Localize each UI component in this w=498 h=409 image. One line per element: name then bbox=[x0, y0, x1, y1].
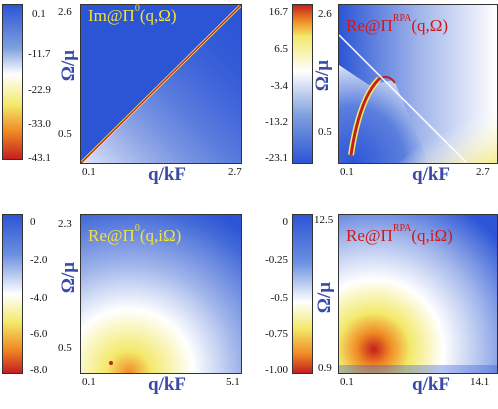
xtick-tl-right: 2.7 bbox=[228, 166, 242, 178]
ytick-tr-top: 2.6 bbox=[318, 8, 332, 20]
xlabel-bottom-left: q/kF bbox=[148, 374, 187, 395]
cb-br-tick-0: 0 bbox=[282, 216, 289, 228]
title-tr-sup: RPA bbox=[392, 13, 412, 24]
heatmap-top-left bbox=[80, 4, 242, 164]
title-bl-sup: 0 bbox=[134, 223, 140, 234]
cb-tl-tick-1: -11.7 bbox=[28, 48, 51, 60]
ylabel-bottom-left: Ω/μ bbox=[58, 262, 79, 294]
ytick-br-bottom: 0.9 bbox=[318, 362, 332, 374]
ylabel-bottom-right: Ω/μ bbox=[314, 282, 335, 314]
xtick-br-right: 14.1 bbox=[470, 376, 490, 388]
xtick-bl-right: 5.1 bbox=[226, 376, 240, 388]
xtick-tr-right: 2.7 bbox=[476, 166, 490, 178]
title-bottom-left: Re@Π0(q,iΩ) bbox=[88, 223, 182, 246]
cb-tl-tick-4: -43.1 bbox=[28, 152, 51, 164]
xtick-br-left: 0.1 bbox=[340, 376, 354, 388]
ytick-bl-bottom: 0.5 bbox=[58, 342, 72, 354]
colorbar-top-right bbox=[292, 4, 313, 164]
ytick-tl-top: 2.6 bbox=[58, 6, 72, 18]
cb-bl-tick-2: -4.0 bbox=[30, 292, 48, 304]
title-br-main: Re@Π bbox=[346, 226, 393, 245]
ytick-bl-top: 2.3 bbox=[58, 218, 72, 230]
cb-bl-tick-4: -8.0 bbox=[30, 364, 48, 376]
cb-br-tick-1: -0.25 bbox=[265, 254, 288, 266]
cb-bl-tick-1: -2.0 bbox=[30, 254, 48, 266]
cb-bl-tick-3: -6.0 bbox=[30, 328, 48, 340]
title-tl-main: Im@Π bbox=[88, 6, 135, 25]
heatmap-bottom-right bbox=[338, 214, 498, 374]
cb-tr-tick-2: -3.4 bbox=[270, 80, 288, 92]
cb-bl-tick-0: 0 bbox=[30, 216, 36, 228]
title-bl-args: (q,iΩ) bbox=[139, 226, 182, 245]
heatmap-top-right bbox=[338, 4, 498, 164]
title-tl-sup: 0 bbox=[134, 3, 140, 14]
xlabel-top-left: q/kF bbox=[148, 164, 187, 185]
colorbar-bottom-left bbox=[2, 214, 23, 374]
colorbar-top-left bbox=[2, 4, 23, 160]
title-tr-args: (q,Ω) bbox=[411, 16, 449, 35]
title-top-left: Im@Π0(q,Ω) bbox=[88, 3, 177, 26]
cb-tr-tick-4: -23.1 bbox=[265, 152, 288, 164]
cb-br-tick-2: -0.5 bbox=[270, 292, 288, 304]
cb-br-tick-4: -1.00 bbox=[265, 364, 288, 376]
heatmap-bottom-left bbox=[80, 214, 242, 374]
cb-tl-tick-2: -22.9 bbox=[28, 84, 51, 96]
title-br-sup: RPA bbox=[392, 223, 412, 234]
xlabel-top-right: q/kF bbox=[412, 164, 451, 185]
ytick-br-top: 12.5 bbox=[314, 214, 334, 226]
title-top-right: Re@ΠRPA(q,Ω) bbox=[346, 13, 449, 36]
cb-br-tick-3: -0.75 bbox=[265, 328, 288, 340]
colorbar-bottom-right bbox=[292, 214, 313, 374]
title-bl-main: Re@Π bbox=[88, 226, 135, 245]
xlabel-bottom-right: q/kF bbox=[412, 374, 451, 395]
title-tr-main: Re@Π bbox=[346, 16, 393, 35]
cb-tr-tick-3: -13.2 bbox=[265, 116, 288, 128]
title-tl-args: (q,Ω) bbox=[139, 6, 177, 25]
title-bottom-right: Re@ΠRPA(q,iΩ) bbox=[346, 223, 453, 246]
ylabel-top-left: Ω/μ bbox=[58, 50, 79, 82]
ylabel-top-right: Ω/μ bbox=[312, 60, 333, 92]
ytick-tl-bottom: 0.5 bbox=[58, 128, 72, 140]
title-br-args: (q,iΩ) bbox=[411, 226, 453, 245]
xtick-tl-left: 0.1 bbox=[82, 166, 96, 178]
cb-tl-tick-0: 0.1 bbox=[32, 8, 46, 20]
xtick-bl-left: 0.1 bbox=[82, 376, 96, 388]
ytick-tr-bottom: 0.5 bbox=[318, 126, 332, 138]
xtick-tr-left: 0.1 bbox=[340, 166, 354, 178]
cb-tr-tick-0: 16.7 bbox=[268, 6, 288, 18]
cb-tl-tick-3: -33.0 bbox=[28, 118, 51, 130]
cb-tr-tick-1: 6.5 bbox=[274, 43, 288, 55]
